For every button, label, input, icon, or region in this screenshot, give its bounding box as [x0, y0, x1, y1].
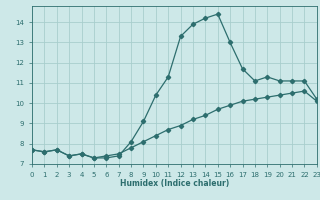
X-axis label: Humidex (Indice chaleur): Humidex (Indice chaleur): [120, 179, 229, 188]
